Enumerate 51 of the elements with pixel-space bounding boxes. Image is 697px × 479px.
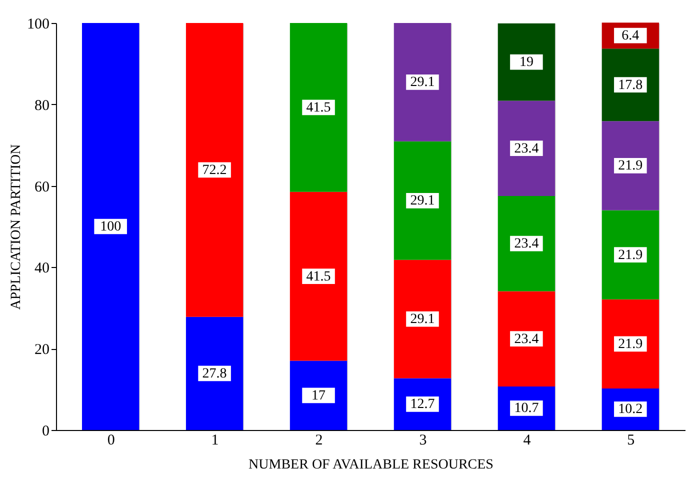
y-tick-label: 100 xyxy=(27,16,50,32)
bar xyxy=(394,260,452,378)
bar xyxy=(602,48,660,122)
data-label: 72.2 xyxy=(202,162,227,178)
x-tick-label: 1 xyxy=(211,432,219,448)
data-label: 23.4 xyxy=(514,141,539,156)
bar xyxy=(394,23,452,142)
bar xyxy=(498,100,556,196)
bar xyxy=(498,196,556,292)
bar xyxy=(498,23,556,101)
y-tick-label: 80 xyxy=(34,98,50,114)
x-tick-label: 5 xyxy=(627,432,635,448)
data-label: 6.4 xyxy=(622,28,640,44)
y-axis-title: APPLICATION PARTITION xyxy=(9,144,24,310)
x-axis-title: NUMBER OF AVAILABLE RESOURCES xyxy=(248,458,494,472)
data-label: 17 xyxy=(312,388,326,404)
data-label: 23.4 xyxy=(514,332,539,347)
bar xyxy=(290,192,348,361)
bar xyxy=(186,316,244,430)
data-label: 21.9 xyxy=(618,336,643,352)
data-label: 29.1 xyxy=(410,312,435,328)
x-tick-label: 3 xyxy=(419,432,427,448)
bar xyxy=(602,299,660,388)
y-tick-label: 40 xyxy=(34,260,50,277)
data-label: 100 xyxy=(100,220,122,234)
data-label: 17.8 xyxy=(618,78,643,93)
y-tick-label: 60 xyxy=(34,179,50,196)
bar xyxy=(498,291,556,386)
data-label: 41.5 xyxy=(306,100,331,116)
data-label: 12.7 xyxy=(410,397,435,412)
data-label: 23.4 xyxy=(514,236,539,252)
y-tick-label: 20 xyxy=(34,342,50,358)
data-label: 10.7 xyxy=(514,401,539,416)
data-label: 19 xyxy=(519,55,534,70)
x-tick-label: 0 xyxy=(107,432,115,448)
data-label: 21.9 xyxy=(618,248,643,263)
data-label: 29.1 xyxy=(410,75,435,90)
data-label: 10.2 xyxy=(618,402,643,418)
x-tick-label: 4 xyxy=(523,432,532,448)
data-label: 27.8 xyxy=(202,366,227,382)
data-label: 41.5 xyxy=(306,269,331,284)
data-label: 29.1 xyxy=(410,194,435,209)
bar xyxy=(82,23,140,430)
bar xyxy=(290,23,348,192)
bar xyxy=(394,141,452,260)
x-tick-label: 2 xyxy=(315,432,323,448)
bar xyxy=(186,23,244,317)
bar xyxy=(602,121,660,210)
data-label: 21.9 xyxy=(618,158,643,174)
bar xyxy=(290,360,348,430)
bar xyxy=(602,210,660,300)
